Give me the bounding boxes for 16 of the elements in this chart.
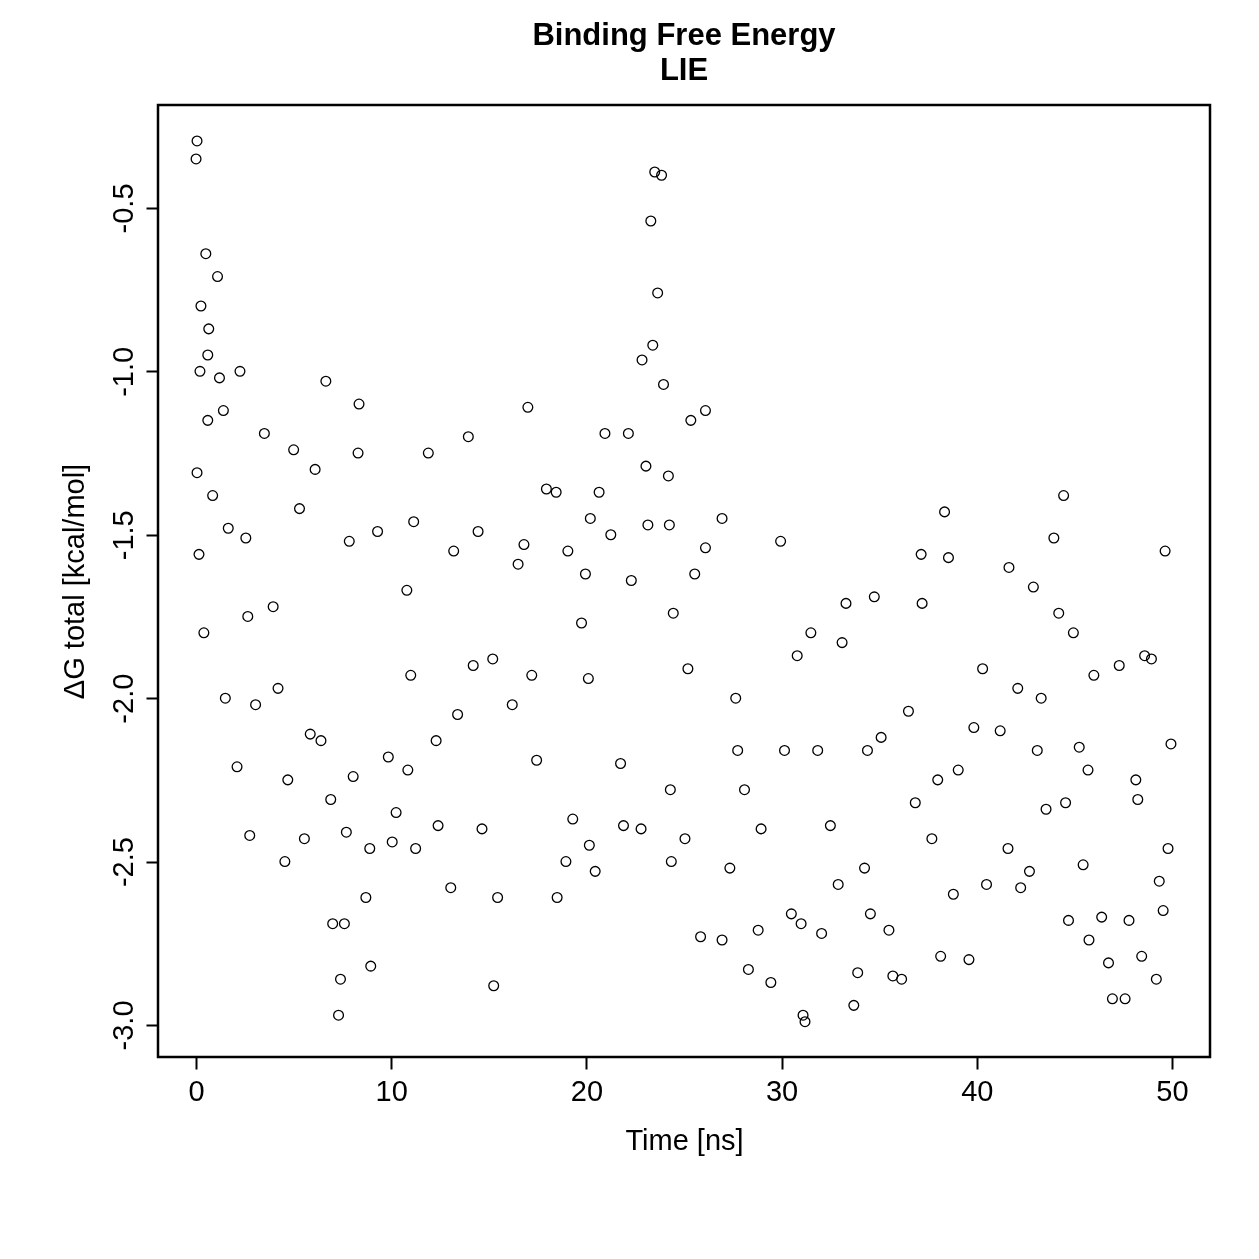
y-tick-label: -2.5 bbox=[106, 837, 139, 888]
y-tick-label: -3.0 bbox=[106, 1000, 139, 1051]
x-tick-label: 40 bbox=[961, 1074, 994, 1107]
y-axis-title: ΔG total [kcal/mol] bbox=[57, 463, 90, 700]
chart-title: Binding Free Energy bbox=[532, 17, 837, 52]
y-tick-label: -1.5 bbox=[106, 510, 139, 561]
y-tick-label: -1.0 bbox=[106, 346, 139, 397]
x-tick-label: 0 bbox=[188, 1074, 205, 1107]
x-axis-title: Time [ns] bbox=[625, 1123, 744, 1156]
y-tick-label: -2.0 bbox=[106, 673, 139, 724]
x-tick-label: 20 bbox=[570, 1074, 604, 1107]
x-tick-label: 10 bbox=[375, 1074, 408, 1107]
y-tick-label: -0.5 bbox=[106, 183, 139, 234]
x-tick-label: 30 bbox=[765, 1074, 799, 1107]
chart-subtitle: LIE bbox=[659, 52, 709, 87]
x-tick-label: 50 bbox=[1156, 1074, 1189, 1107]
